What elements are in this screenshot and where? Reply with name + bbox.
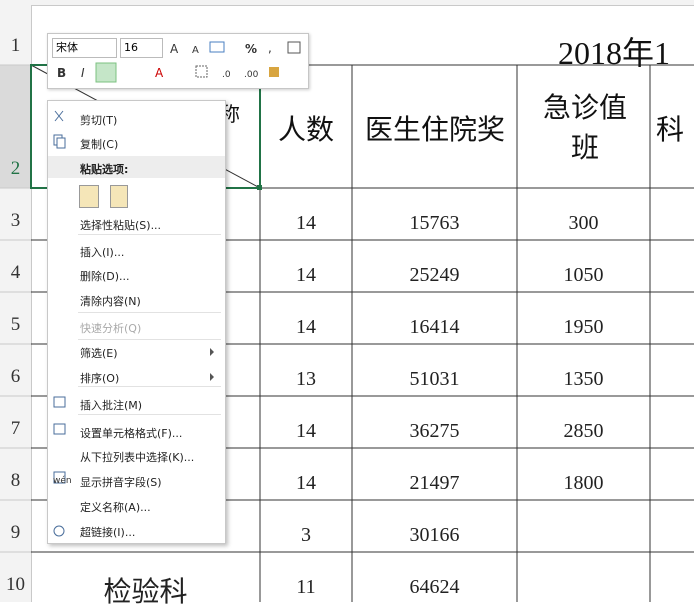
submenu-arrow	[210, 373, 214, 381]
header-cell: 急诊值班	[542, 91, 627, 164]
data-cell: 1950	[563, 316, 604, 338]
menu-separator	[78, 312, 221, 313]
menu-item[interactable]: 筛选(E)	[80, 347, 118, 360]
data-cell: 300	[568, 212, 599, 234]
data-cell: 3	[301, 524, 311, 546]
menu-item[interactable]: 插入(I)...	[80, 246, 125, 259]
mini-toolbar: 宋体 16 A A%, B I A .0.00	[47, 33, 309, 89]
paste-option[interactable]	[79, 185, 99, 208]
data-cell: 14	[296, 212, 316, 234]
menu-item[interactable]: 超链接(I)...	[80, 526, 136, 539]
svg-text:B: B	[57, 66, 66, 80]
row-number: 10	[6, 574, 25, 595]
row-number: 3	[10, 210, 21, 231]
data-cell: 21497	[409, 472, 460, 494]
data-cell: 15763	[409, 212, 460, 234]
data-cell: 64624	[409, 576, 460, 598]
menu-item[interactable]: 删除(D)...	[80, 270, 130, 283]
menu-item[interactable]: 排序(O)	[80, 372, 120, 385]
menu-separator	[78, 414, 221, 415]
data-cell: 2850	[563, 420, 604, 442]
data-cell: 11	[296, 576, 316, 598]
menu-item: 粘贴选项:	[80, 163, 129, 176]
font-box[interactable]: 宋体	[52, 38, 117, 58]
column-header	[31, 0, 694, 6]
svg-text:.0: .0	[222, 70, 231, 80]
selected-row-header	[0, 65, 31, 188]
data-cell: 51031	[409, 368, 460, 390]
row-number: 1	[10, 35, 21, 56]
data-cell: 1800	[563, 472, 604, 494]
row-number: 2	[10, 158, 21, 179]
data-cell: 14	[296, 472, 316, 494]
data-cell: 14	[296, 264, 316, 286]
data-cell: 14	[296, 420, 316, 442]
svg-text:wén: wén	[53, 475, 72, 486]
data-cell: 13	[296, 368, 316, 390]
data-cell: 1050	[563, 264, 604, 286]
svg-text:A: A	[192, 45, 199, 56]
svg-text:A: A	[170, 42, 179, 56]
paste-header-bg	[48, 156, 225, 178]
menu-item[interactable]: 定义名称(A)...	[80, 501, 151, 514]
menu-separator	[78, 386, 221, 387]
data-cell: 14	[296, 316, 316, 338]
data-cell: 36275	[409, 420, 460, 442]
row-number: 9	[10, 522, 21, 543]
svg-text:,: ,	[268, 41, 272, 55]
data-cell: 30166	[409, 524, 460, 546]
svg-text:.00: .00	[244, 70, 259, 80]
data-cell: 16414	[409, 316, 460, 338]
menu-item[interactable]: 选择性粘贴(S)...	[80, 219, 162, 232]
row-number: 8	[10, 470, 21, 491]
row-number: 4	[10, 262, 21, 283]
menu-separator	[78, 339, 221, 340]
size-box[interactable]: 16	[120, 38, 163, 58]
row-number: 5	[10, 314, 21, 335]
sheet-title: 2018年1	[558, 35, 671, 71]
header-cell: 医生住院奖	[364, 113, 505, 146]
row-number: 7	[10, 418, 21, 439]
svg-text:%: %	[245, 42, 257, 56]
context-menu: wén 剪切(T) 复制(C) 粘贴选项: 选择性粘贴(S)... 插入(I)... 删除…	[47, 100, 226, 544]
menu-item: 快速分析(Q)	[80, 322, 142, 335]
menu-item[interactable]: 剪切(T)	[80, 114, 118, 127]
paste-option[interactable]	[110, 185, 128, 208]
svg-text:A: A	[155, 66, 164, 80]
menu-item[interactable]: 设置单元格格式(F)...	[80, 427, 183, 440]
data-cell: 检验科	[103, 577, 188, 608]
menu-item[interactable]: 复制(C)	[80, 138, 119, 151]
svg-text:I: I	[81, 66, 85, 80]
menu-item[interactable]: 清除内容(N)	[80, 295, 141, 308]
menu-separator	[78, 234, 221, 235]
menu-item[interactable]: 从下拉列表中选择(K)...	[80, 451, 195, 464]
toolbar-icons: A A%, B I A .0.00	[57, 41, 301, 83]
data-cell: 25249	[409, 264, 460, 286]
submenu-arrow	[210, 348, 214, 356]
header-cell: 人数	[277, 113, 334, 146]
menu-item[interactable]: 插入批注(M)	[80, 399, 143, 412]
row-number: 6	[10, 366, 21, 387]
menu-item[interactable]: 显示拼音字段(S)	[80, 476, 162, 489]
data-cell: 1350	[563, 368, 604, 390]
header-cell: 科	[656, 113, 685, 146]
